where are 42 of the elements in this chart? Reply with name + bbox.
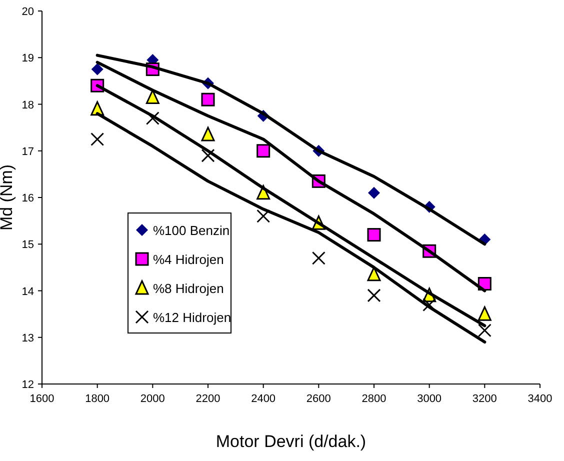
point xyxy=(367,288,381,302)
y-tick-label: 12 xyxy=(22,379,34,391)
y-tick-label: 13 xyxy=(22,332,34,344)
y-tick-label: 14 xyxy=(22,286,34,298)
point xyxy=(91,63,104,76)
y-tick-label: 17 xyxy=(22,146,34,158)
point xyxy=(201,148,215,162)
y-tick-label: 16 xyxy=(22,192,34,204)
point xyxy=(312,251,326,265)
point xyxy=(146,111,160,125)
x-tick-label: 2600 xyxy=(306,393,331,405)
legend-label: %100 Benzin xyxy=(153,223,230,238)
point xyxy=(422,298,436,312)
point xyxy=(478,324,492,338)
point xyxy=(90,132,104,146)
point xyxy=(478,306,492,321)
x-tick-label: 3000 xyxy=(417,393,442,405)
point xyxy=(367,266,381,282)
point xyxy=(256,209,270,223)
x-tick-label: 3200 xyxy=(472,393,497,405)
x-axis-title: Motor Devri (d/dak.) xyxy=(216,432,366,451)
y-tick-label: 20 xyxy=(22,6,34,18)
legend-label: %4 Hidrojen xyxy=(153,252,224,267)
point xyxy=(256,144,270,158)
y-tick-label: 15 xyxy=(22,239,34,252)
x-tick-label: 2000 xyxy=(140,393,165,405)
legend-label: %12 Hidrojen xyxy=(153,310,232,325)
legend-label: %8 Hidrojen xyxy=(153,281,224,296)
point xyxy=(201,126,215,142)
x-tick-label: 3400 xyxy=(528,393,552,405)
point xyxy=(201,92,215,106)
x-tick-label: 2800 xyxy=(362,393,386,405)
y-tick-label: 18 xyxy=(22,99,34,112)
x-tick-label: 2200 xyxy=(196,393,220,405)
point xyxy=(146,90,160,104)
point xyxy=(368,186,380,199)
x-tick-label: 1800 xyxy=(85,393,110,405)
x-tick-label: 2400 xyxy=(251,393,276,405)
y-axis-title: Md (Nm) xyxy=(0,164,16,231)
x-tick-label: 1600 xyxy=(30,393,54,405)
point xyxy=(367,228,381,242)
y-tick-label: 19 xyxy=(22,52,34,65)
